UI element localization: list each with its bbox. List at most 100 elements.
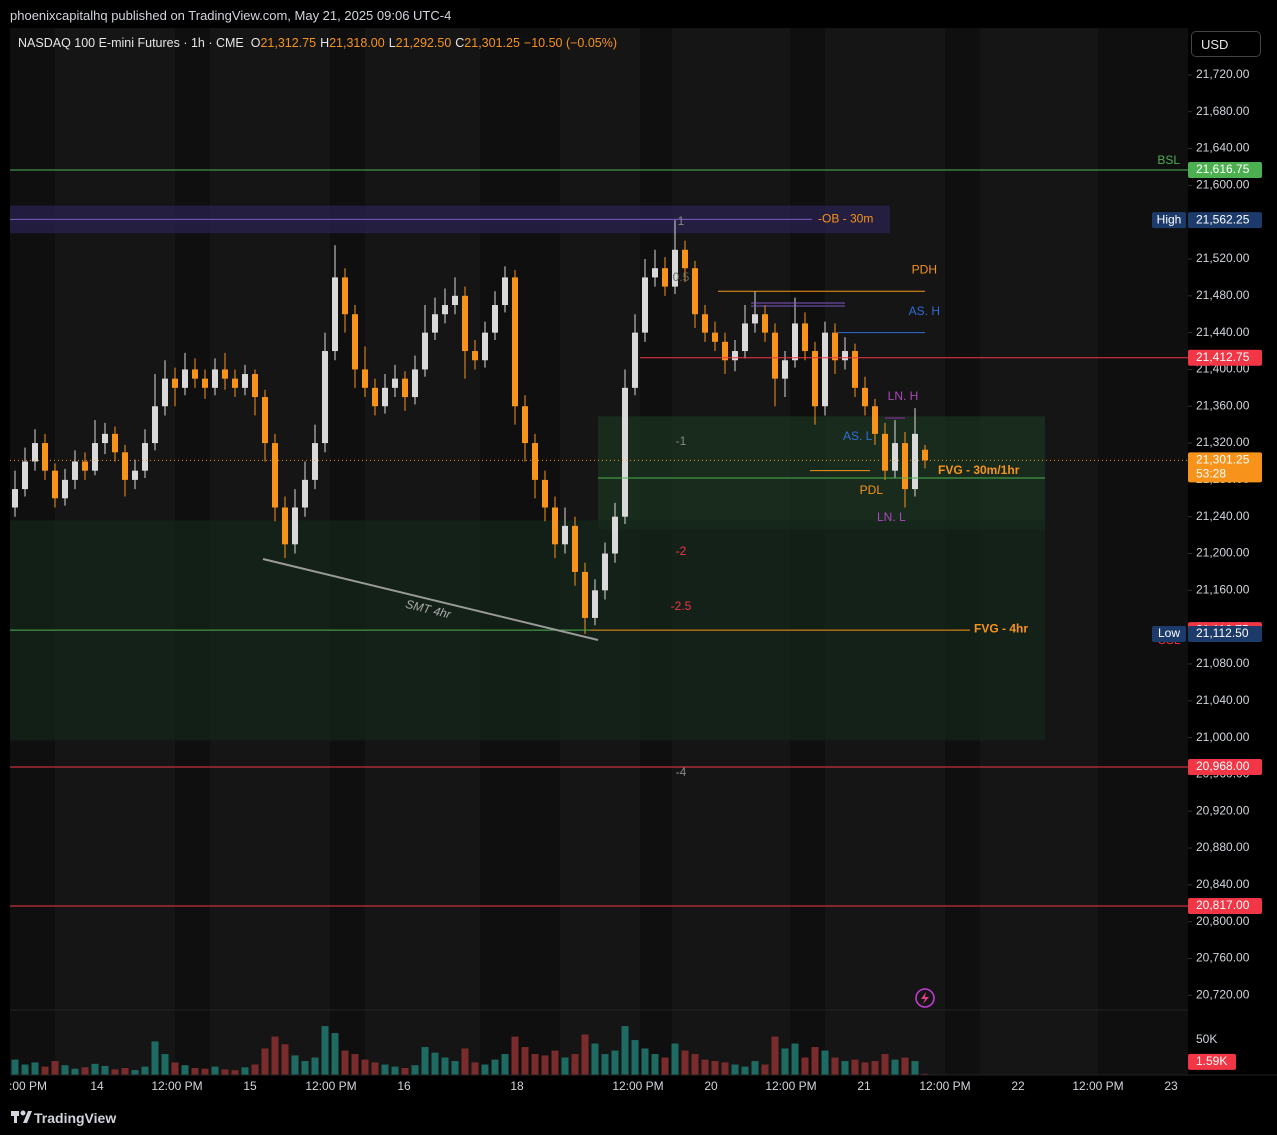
volume-bar (11, 1059, 19, 1075)
candle-body (352, 314, 358, 370)
volume-bar (191, 1068, 199, 1075)
candle-body (392, 378, 398, 388)
tag-name: Low (1158, 626, 1180, 640)
x-tick-label: 12:00 PM (765, 1079, 816, 1093)
volume-bar (631, 1040, 639, 1075)
candle-body (642, 277, 648, 333)
l-letter: L (388, 36, 396, 50)
volume-bar (321, 1026, 329, 1075)
candle-body (452, 295, 458, 306)
y-tick-label: 21,160.00 (1196, 582, 1250, 596)
zone-label: -OB - 30m (818, 212, 873, 226)
high: 21,318.00 (329, 36, 385, 50)
candle-body (622, 387, 628, 517)
candle-body (402, 378, 408, 398)
candle-body (62, 479, 68, 499)
y-tick-label: 20,720.00 (1196, 987, 1250, 1001)
candle-body (162, 378, 168, 407)
volume-bar (671, 1043, 679, 1075)
candle-body (812, 351, 818, 407)
volume-bar (511, 1036, 519, 1075)
candle-body (422, 332, 428, 370)
candle-body (792, 323, 798, 361)
candle-body (562, 525, 568, 545)
candle-body (522, 406, 528, 444)
volume-bar (911, 1061, 919, 1075)
candle-body (272, 443, 278, 508)
candle-body (582, 571, 588, 618)
volume-bar (781, 1048, 789, 1075)
y-tick-label: 21,680.00 (1196, 104, 1250, 118)
candle-body (172, 378, 178, 388)
candle-body (52, 470, 58, 499)
y-tick-label: 21,200.00 (1196, 546, 1250, 560)
tag-name-box (1152, 212, 1186, 229)
volume-bar (271, 1036, 279, 1075)
volume-bar (641, 1048, 649, 1075)
candles (12, 220, 928, 635)
volume-bar (691, 1054, 699, 1075)
fib-label: -4 (676, 765, 687, 779)
price-tag-label: 21,301.25 (1196, 453, 1250, 467)
volume-bar (341, 1050, 349, 1075)
volume-bar (661, 1057, 669, 1075)
volume-bar (521, 1047, 529, 1075)
candle-body (232, 378, 238, 388)
volume-bar (761, 1064, 769, 1075)
volume-bar (31, 1062, 39, 1075)
volume-bar (361, 1059, 369, 1075)
volume-bar (571, 1054, 579, 1075)
candle-body (542, 479, 548, 508)
x-tick-label: 21 (857, 1079, 871, 1093)
level-name: PDL (860, 483, 884, 497)
candle-body (42, 443, 48, 471)
price-tags: 1.59K 21,616.75 21,562.25 High 21,412.75 21,3… (1152, 161, 1262, 1070)
alert-icon[interactable] (915, 988, 935, 1008)
publisher: phoenixcapitalhq published on TradingVie… (10, 8, 452, 23)
candle-body (132, 470, 138, 480)
volume-bar (581, 1034, 589, 1075)
as-l: AS. L (843, 429, 873, 443)
y-tick-label: 21,440.00 (1196, 325, 1250, 339)
volume-bar (261, 1048, 269, 1075)
symbol-bar: NASDAQ 100 E-mini Futures · 1h · CME O21… (18, 36, 621, 50)
volume-bar (921, 1073, 929, 1075)
volume-bar (221, 1069, 229, 1075)
volume-bar (481, 1064, 489, 1075)
volume-bar (431, 1052, 439, 1075)
candle-body (902, 443, 908, 490)
volume-bar (61, 1065, 69, 1075)
volume-bar (851, 1059, 859, 1075)
price-tag (1188, 212, 1262, 229)
currency-button[interactable]: USD (1191, 31, 1261, 57)
candle-body (342, 277, 348, 315)
volume-bar (601, 1054, 609, 1075)
smt-line (262, 558, 599, 641)
y-tick-label: 21,040.00 (1196, 693, 1250, 707)
candle-body (92, 443, 98, 471)
candle-body (12, 489, 18, 508)
volume-bar (331, 1033, 339, 1075)
candle-body (872, 406, 878, 434)
x-tick-label: 14 (90, 1079, 104, 1093)
volume-bar (831, 1057, 839, 1075)
candle-body (742, 323, 748, 352)
close: 21,301.25 (464, 36, 520, 50)
volume-bar (381, 1064, 389, 1075)
price-tag (1188, 759, 1262, 776)
volume-bar (251, 1064, 259, 1075)
candle-body (152, 406, 158, 444)
price-tag-label: 21,562.25 (1196, 212, 1250, 226)
candle-body (612, 516, 618, 554)
volume-bar (711, 1061, 719, 1075)
candle-body (712, 332, 718, 342)
x-tick-label: 12:00 PM (1072, 1079, 1123, 1093)
level-name: PDH (912, 262, 937, 276)
price-tag-countdown: 53:28 (1196, 467, 1226, 481)
volume-bar (901, 1057, 909, 1075)
volume-bar (741, 1066, 749, 1075)
volume-bar (821, 1050, 829, 1075)
candle-body (312, 443, 318, 480)
h-letter: H (320, 36, 330, 50)
volume-bar (881, 1054, 889, 1075)
